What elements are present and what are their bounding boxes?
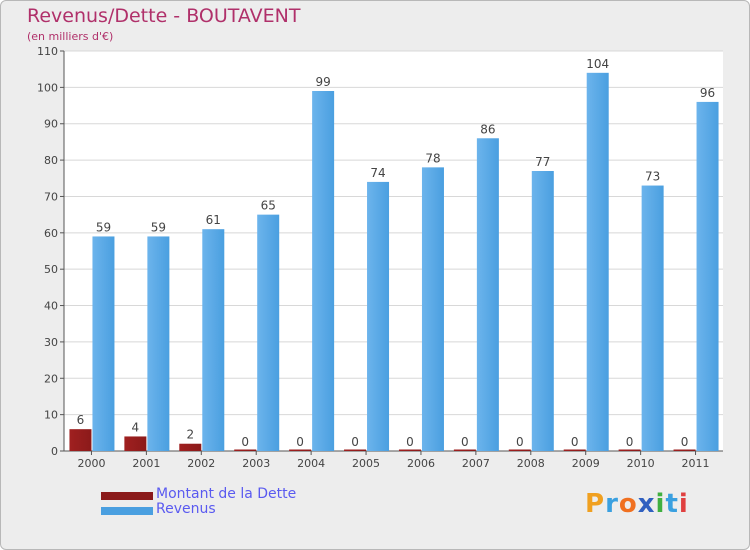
y-tick-label: 40 [44,300,58,313]
data-label-revenue: 78 [425,151,440,165]
legend-label-revenue: Revenus [156,501,216,517]
data-label-revenue: 73 [645,170,660,184]
logo-letter: i [655,489,666,519]
bar-debt [673,449,696,451]
chart-title: Revenus/Dette - BOUTAVENT [27,5,301,27]
data-label-revenue: 96 [700,86,715,100]
x-tick-label: 2007 [462,457,490,470]
y-tick-label: 70 [44,190,58,203]
x-tick-label: 2006 [407,457,435,470]
y-tick-label: 80 [44,154,58,167]
y-tick-label: 90 [44,118,58,131]
data-label-debt: 0 [461,435,469,449]
data-label-debt: 0 [241,435,249,449]
plot-area [64,51,723,451]
bar-debt [179,443,202,451]
y-tick-label: 50 [44,263,58,276]
data-label-debt: 0 [516,435,524,449]
bar-revenue [476,138,499,452]
bar-debt [344,449,367,451]
data-label-debt: 6 [77,413,85,427]
bar-revenue [641,185,664,451]
bar-revenue [367,181,390,451]
bar-debt [398,449,421,451]
data-label-debt: 0 [406,435,414,449]
proxiti-logo: Proxiti [585,489,689,519]
data-label-revenue: 65 [261,199,276,213]
logo-letter: r [605,489,619,519]
y-tick-label: 10 [44,409,58,422]
data-label-debt: 2 [186,428,194,442]
bar-debt [234,449,257,451]
logo-letter: i [678,489,689,519]
bar-debt [453,449,476,451]
data-label-debt: 0 [626,435,634,449]
y-tick-label: 100 [37,81,58,94]
y-tick-label: 110 [37,45,58,58]
logo-letter: o [618,489,638,519]
data-label-revenue: 61 [206,213,221,227]
data-label-revenue: 59 [151,220,166,234]
data-label-debt: 0 [351,435,359,449]
bar-debt [124,436,147,451]
bar-debt [563,449,586,451]
bar-debt [508,449,531,451]
y-tick-label: 30 [44,336,58,349]
bar-revenue [92,236,115,451]
bar-revenue [531,171,554,451]
x-tick-label: 2000 [77,457,105,470]
logo-letter: x [637,489,656,519]
x-tick-label: 2009 [572,457,600,470]
x-tick-label: 2005 [352,457,380,470]
data-label-revenue: 77 [535,155,550,169]
logo-letter: t [665,489,679,519]
x-tick-label: 2008 [517,457,545,470]
chart-subtitle: (en milliers d'€) [27,30,114,43]
bar-debt [289,449,312,451]
bar-revenue [202,229,225,451]
data-label-debt: 0 [681,435,689,449]
data-label-revenue: 99 [315,75,330,89]
bar-revenue [586,72,609,452]
data-label-debt: 4 [132,420,140,434]
bar-debt [618,449,641,451]
y-tick-label: 20 [44,372,58,385]
bar-revenue [257,214,280,451]
x-tick-label: 2011 [682,457,710,470]
data-label-debt: 0 [571,435,579,449]
bar-revenue [421,167,444,451]
x-tick-label: 2010 [627,457,655,470]
data-label-revenue: 86 [480,122,495,136]
y-tick-label: 60 [44,227,58,240]
x-tick-label: 2003 [242,457,270,470]
bar-revenue [312,91,335,451]
data-label-revenue: 59 [96,220,111,234]
data-label-revenue: 104 [586,57,609,71]
bar-debt [69,429,92,451]
x-tick-label: 2001 [132,457,160,470]
legend-label-debt: Montant de la Dette [156,486,297,502]
bar-revenue [147,236,170,451]
legend-swatch-debt [101,492,153,500]
legend-swatch-revenue [101,507,153,515]
data-label-debt: 0 [296,435,304,449]
x-tick-label: 2002 [187,457,215,470]
logo-letter: P [585,489,606,519]
bar-revenue [696,101,719,451]
x-tick-label: 2004 [297,457,325,470]
data-label-revenue: 74 [370,166,385,180]
y-tick-label: 0 [51,445,58,458]
